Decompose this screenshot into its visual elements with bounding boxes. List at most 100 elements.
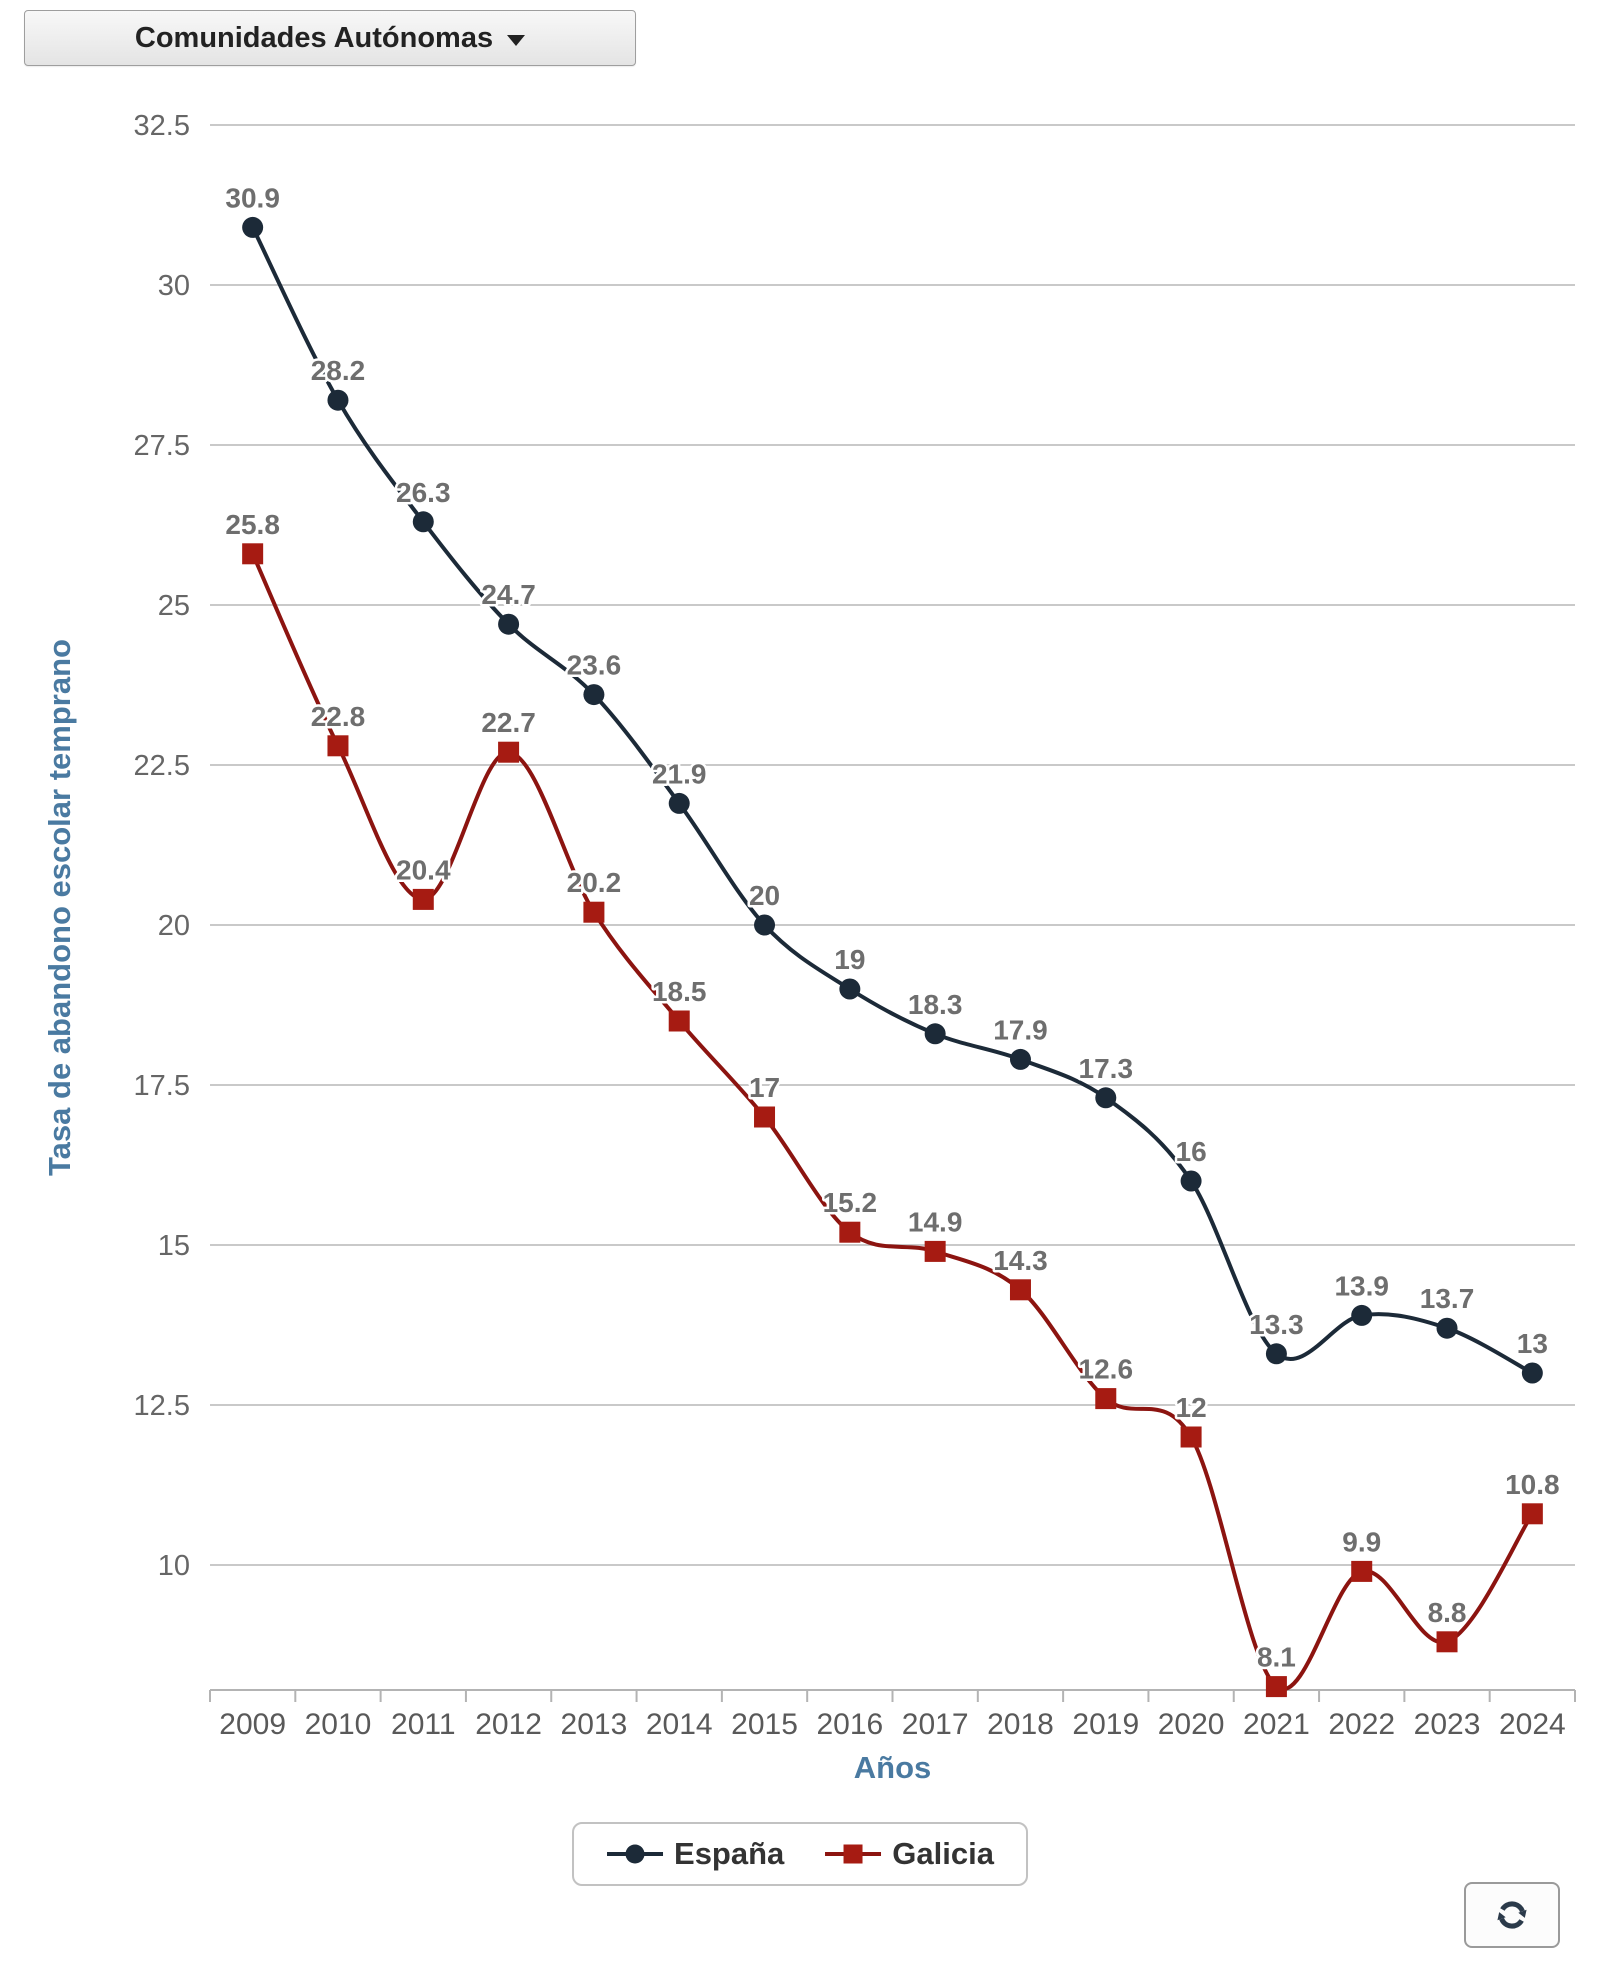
data-label-espana-2011: 26.3 <box>396 477 451 508</box>
y-axis-tick-label: 15 <box>158 1230 190 1262</box>
data-point-galicia-2018[interactable] <box>1009 1279 1031 1301</box>
data-point-galicia-2012[interactable] <box>498 741 520 763</box>
galicia-legend-marker-icon <box>825 1844 882 1864</box>
x-axis-tick-label: 2014 <box>646 1708 713 1741</box>
data-label-galicia-2018: 14.3 <box>993 1245 1048 1276</box>
refresh-icon <box>1497 1901 1527 1929</box>
x-axis-tick-label: 2023 <box>1414 1708 1481 1741</box>
y-axis-tick-label: 22.5 <box>134 750 190 782</box>
data-point-espana-2017[interactable] <box>924 1023 946 1045</box>
data-label-galicia-2012: 22.7 <box>481 707 536 738</box>
series-line-galicia <box>250 551 1535 1692</box>
data-point-galicia-2019[interactable] <box>1095 1388 1117 1410</box>
data-point-espana-2018[interactable] <box>1009 1048 1031 1070</box>
data-point-galicia-2021[interactable] <box>1265 1676 1287 1698</box>
data-point-galicia-2014[interactable] <box>668 1010 690 1032</box>
data-label-espana-2014: 21.9 <box>652 758 707 789</box>
legend-item-galicia[interactable]: Galicia <box>824 1836 994 1872</box>
data-label-galicia-2013: 20.2 <box>567 867 622 898</box>
data-label-galicia-2015: 17 <box>749 1072 780 1103</box>
data-label-espana-2017: 18.3 <box>908 989 963 1020</box>
series-line-espana <box>250 225 1535 1375</box>
x-axis-tick-label: 2018 <box>987 1708 1054 1741</box>
data-point-espana-2012[interactable] <box>498 613 520 635</box>
data-label-espana-2024: 13 <box>1517 1328 1548 1359</box>
data-point-espana-2013[interactable] <box>583 684 605 706</box>
x-axis-tick-label: 2009 <box>219 1708 286 1741</box>
x-axis-tick-label: 2017 <box>902 1708 969 1741</box>
x-axis-tick-label: 2011 <box>391 1708 456 1741</box>
x-axis-tick-label: 2022 <box>1328 1708 1395 1741</box>
data-label-galicia-2010: 22.8 <box>311 701 366 732</box>
data-label-galicia-2014: 18.5 <box>652 976 707 1007</box>
x-axis-tick-label: 2012 <box>475 1708 542 1741</box>
data-point-galicia-2020[interactable] <box>1180 1426 1202 1448</box>
data-point-galicia-2017[interactable] <box>924 1240 946 1262</box>
data-label-galicia-2023: 8.8 <box>1428 1597 1467 1628</box>
data-point-galicia-2024[interactable] <box>1521 1503 1543 1525</box>
data-label-espana-2022: 13.9 <box>1334 1270 1389 1301</box>
y-axis-tick-label: 12.5 <box>134 1390 190 1422</box>
dropdown-label: Comunidades Autónomas <box>134 21 494 54</box>
data-point-espana-2014[interactable] <box>668 792 690 814</box>
x-axis-tick-label: 2015 <box>731 1708 798 1741</box>
x-axis-tick-label: 2019 <box>1072 1708 1139 1741</box>
data-point-espana-2016[interactable] <box>839 978 861 1000</box>
refresh-button[interactable] <box>1464 1882 1560 1948</box>
data-label-espana-2015: 20 <box>749 880 780 911</box>
x-axis-tick-label: 2013 <box>561 1708 628 1741</box>
y-axis-tick-label: 25 <box>158 590 190 622</box>
data-point-espana-2023[interactable] <box>1436 1317 1458 1339</box>
data-label-espana-2019: 17.3 <box>1079 1053 1134 1084</box>
y-axis-tick-label: 10 <box>158 1550 190 1582</box>
data-label-galicia-2024: 10.8 <box>1505 1469 1560 1500</box>
data-label-espana-2009: 30.9 <box>225 182 280 213</box>
data-point-espana-2020[interactable] <box>1180 1170 1202 1192</box>
abandono-escolar-line-chart: 32.5 30 27.5 25 22.5 20 17.5 15 12.5 10 2009 2010 20… <box>42 110 1576 1785</box>
data-point-espana-2009[interactable] <box>242 216 264 238</box>
y-axis-tick-label: 30 <box>158 270 190 302</box>
comunidades-autonomas-dropdown[interactable]: Comunidades Autónomas <box>24 10 636 66</box>
data-label-espana-2013: 23.6 <box>567 650 622 681</box>
data-label-espana-2021: 13.3 <box>1249 1309 1304 1340</box>
data-point-espana-2022[interactable] <box>1351 1304 1373 1326</box>
data-point-espana-2024[interactable] <box>1521 1362 1543 1384</box>
data-label-galicia-2011: 20.4 <box>396 854 451 885</box>
data-label-galicia-2016: 15.2 <box>823 1187 878 1218</box>
data-point-galicia-2013[interactable] <box>583 901 605 923</box>
x-axis-tick-label: 2021 <box>1243 1708 1310 1741</box>
data-point-galicia-2022[interactable] <box>1351 1560 1373 1582</box>
data-label-galicia-2017: 14.9 <box>908 1206 963 1237</box>
chevron-down-icon <box>507 34 526 46</box>
data-label-espana-2018: 17.9 <box>993 1014 1048 1045</box>
data-point-galicia-2015[interactable] <box>754 1106 776 1128</box>
data-point-espana-2021[interactable] <box>1265 1343 1287 1365</box>
data-point-espana-2015[interactable] <box>754 914 776 936</box>
legend-label-espana: España <box>674 1836 785 1871</box>
legend-label-galicia: Galicia <box>892 1836 994 1871</box>
data-point-galicia-2009[interactable] <box>242 543 264 565</box>
data-label-galicia-2019: 12.6 <box>1079 1354 1134 1385</box>
data-point-galicia-2011[interactable] <box>412 888 434 910</box>
data-label-galicia-2021: 8.1 <box>1257 1642 1296 1673</box>
data-label-espana-2016: 19 <box>834 944 865 975</box>
data-label-espana-2012: 24.7 <box>481 579 536 610</box>
data-point-galicia-2023[interactable] <box>1436 1631 1458 1653</box>
data-point-espana-2011[interactable] <box>412 511 434 533</box>
data-point-galicia-2010[interactable] <box>327 735 349 757</box>
data-point-espana-2010[interactable] <box>327 389 349 411</box>
x-axis-tick-label: 2010 <box>305 1708 372 1741</box>
y-axis-tick-label: 20 <box>158 910 190 942</box>
x-axis-title: Años <box>854 1750 932 1785</box>
data-point-espana-2019[interactable] <box>1095 1087 1117 1109</box>
y-axis-tick-label: 27.5 <box>134 430 190 462</box>
data-label-espana-2010: 28.2 <box>311 355 366 386</box>
y-axis-tick-label: 32.5 <box>134 110 190 142</box>
data-label-galicia-2020: 12 <box>1176 1392 1207 1423</box>
data-label-galicia-2009: 25.8 <box>225 509 280 540</box>
legend-item-espana[interactable]: España <box>606 1836 784 1872</box>
data-point-galicia-2016[interactable] <box>839 1221 861 1243</box>
x-axis-tick-label: 2024 <box>1499 1708 1566 1741</box>
y-axis-title: Tasa de abandono escolar temprano <box>42 639 77 1176</box>
